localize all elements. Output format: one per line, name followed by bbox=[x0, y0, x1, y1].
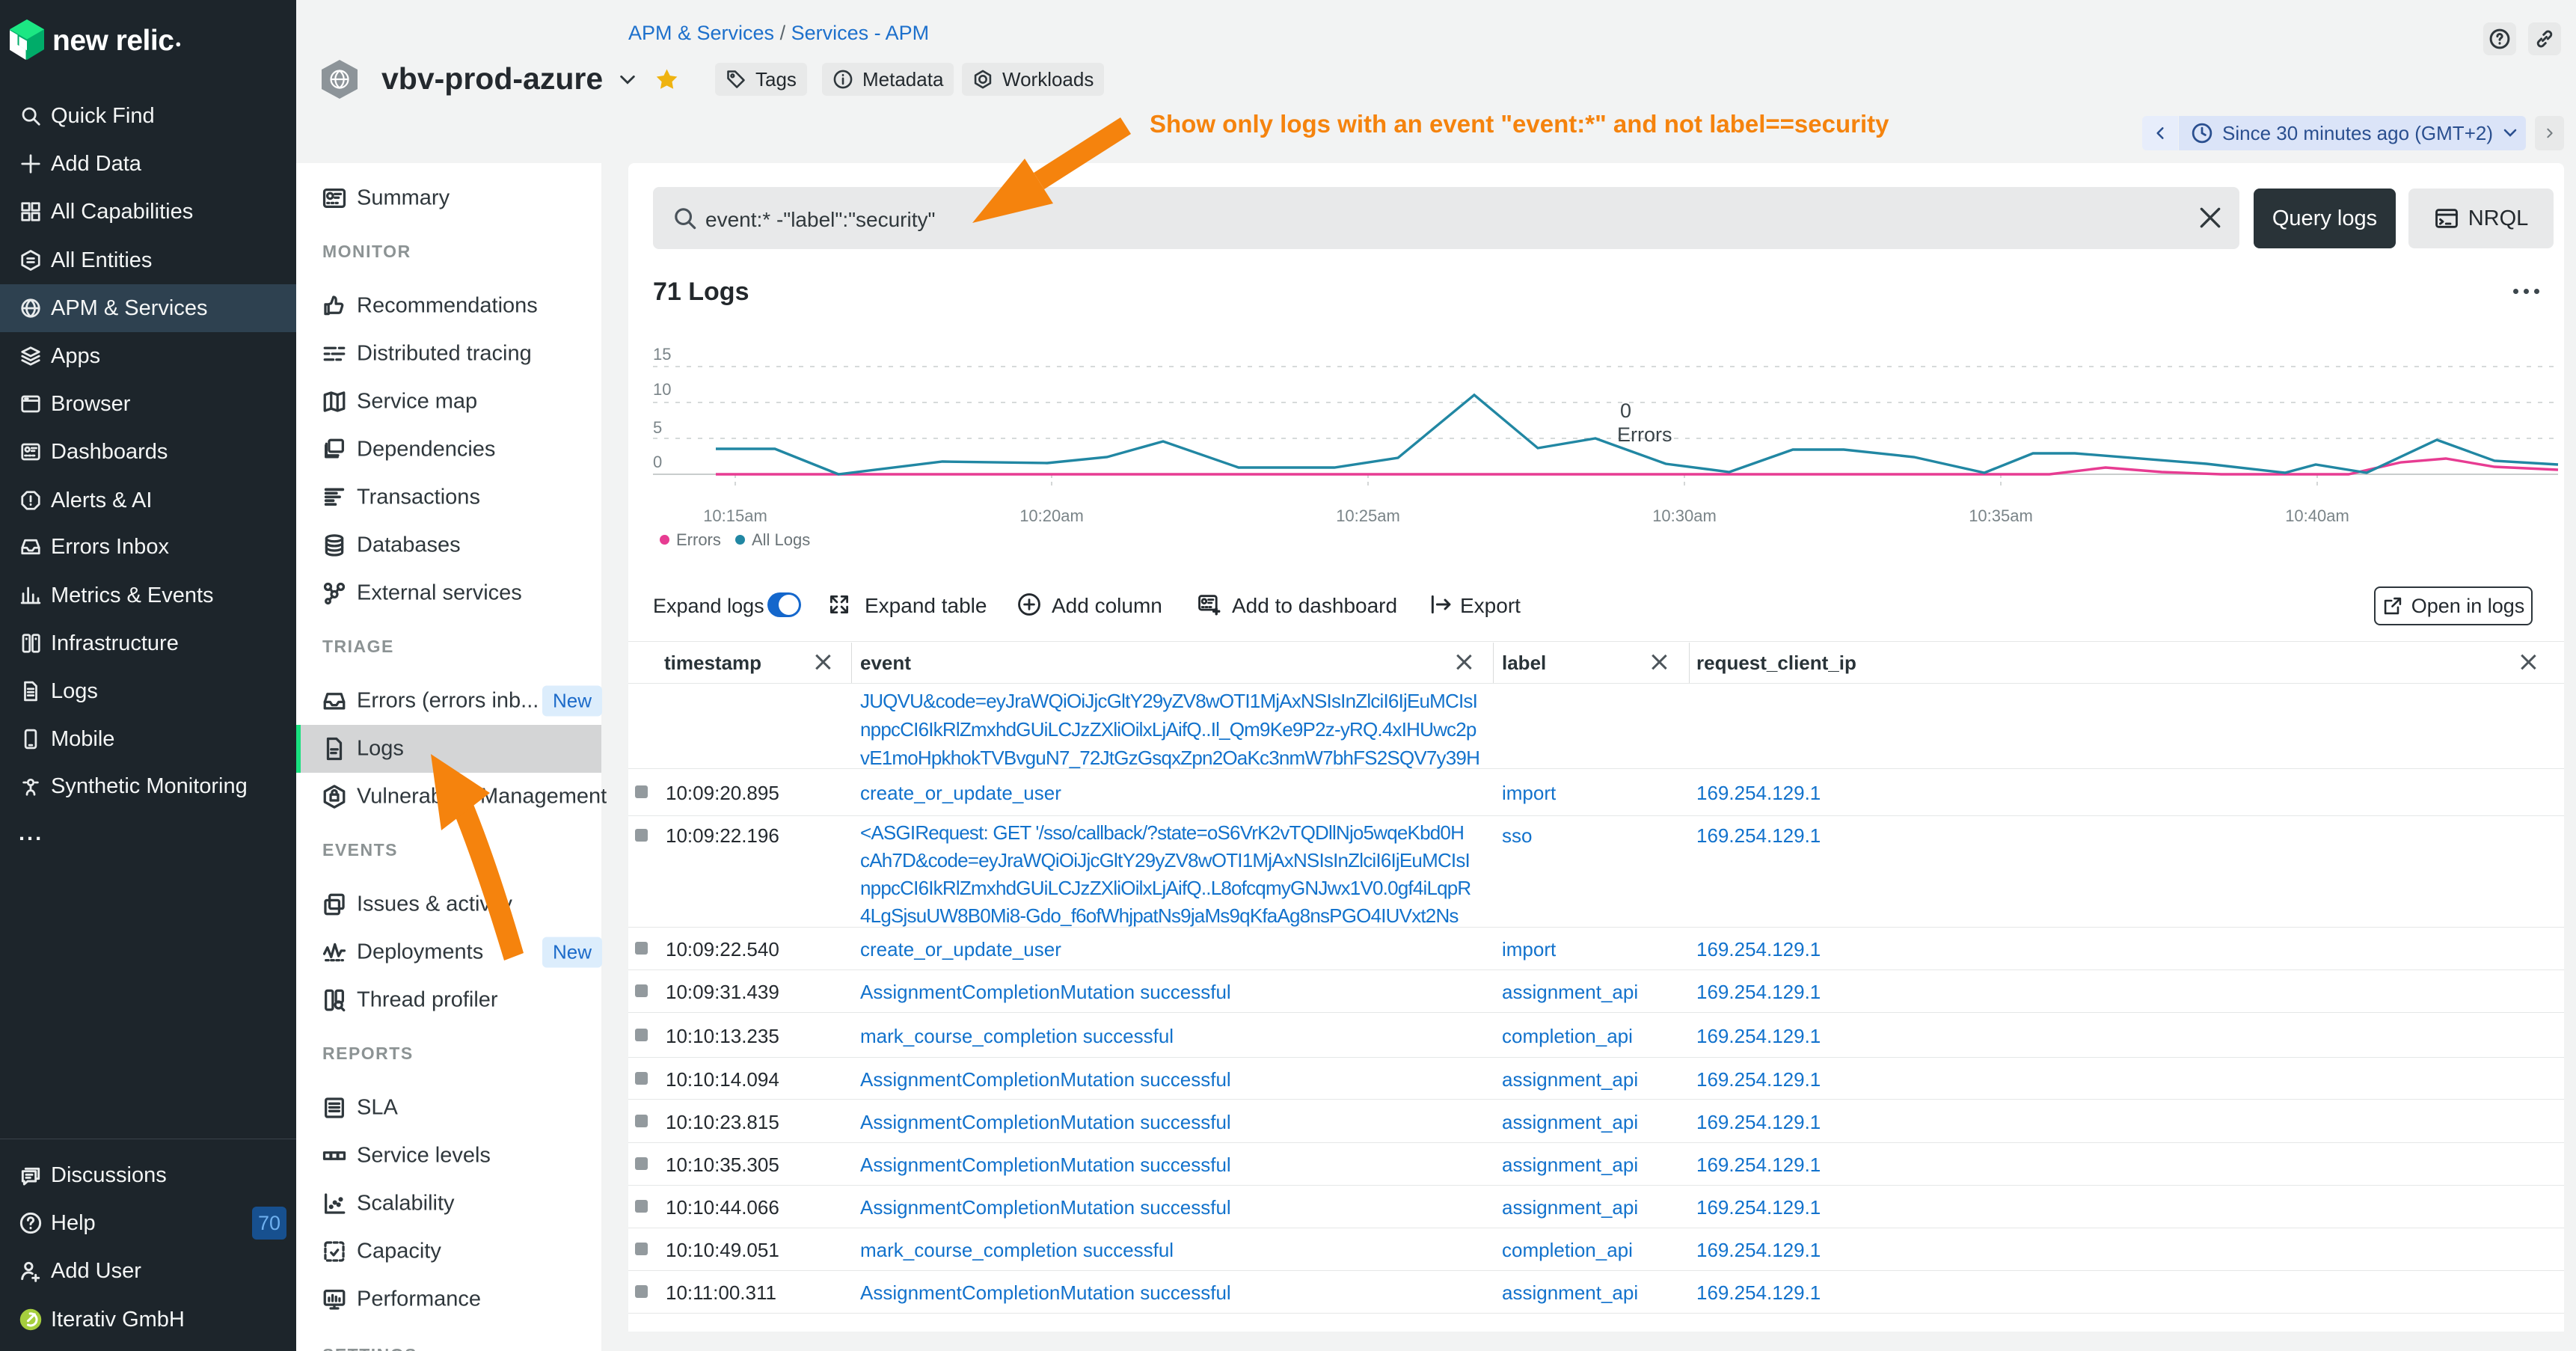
svg-text:Errors: Errors bbox=[1617, 423, 1672, 446]
svg-text:0: 0 bbox=[653, 453, 662, 471]
svg-text:10:25am: 10:25am bbox=[1336, 506, 1400, 525]
svg-text:10:20am: 10:20am bbox=[1019, 506, 1084, 525]
svg-text:10:40am: 10:40am bbox=[2285, 506, 2349, 525]
svg-text:0: 0 bbox=[1620, 399, 1631, 422]
svg-text:10:30am: 10:30am bbox=[1652, 506, 1717, 525]
svg-text:5: 5 bbox=[653, 418, 662, 437]
svg-text:15: 15 bbox=[653, 345, 671, 364]
svg-text:10: 10 bbox=[653, 380, 671, 399]
svg-text:10:15am: 10:15am bbox=[703, 506, 767, 525]
svg-text:10:35am: 10:35am bbox=[1969, 506, 2033, 525]
